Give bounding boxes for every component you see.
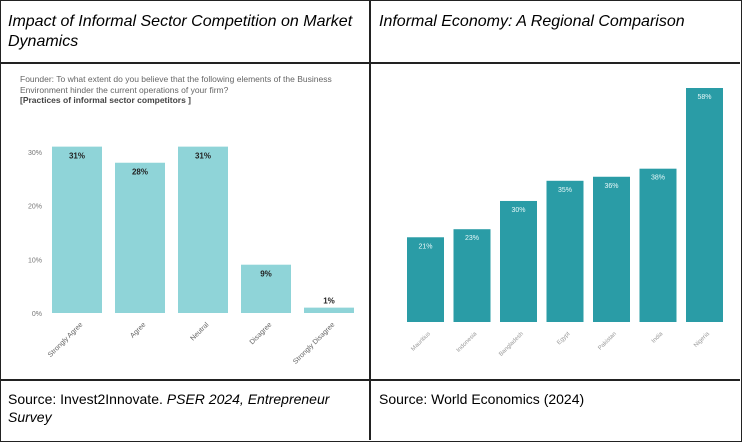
category-label: Bangladesh	[498, 331, 525, 358]
left-bar-chart: 0% 10% 20% 30% 31% Strongly Agree 28% Agree 31% N…	[28, 146, 354, 366]
bar	[407, 237, 444, 322]
y-tick-label: 20%	[28, 204, 42, 211]
category-label: Neutral	[189, 321, 210, 342]
data-label: 23%	[465, 235, 479, 242]
panel-divider	[369, 0, 371, 440]
bar	[546, 180, 584, 322]
survey-question: Founder: To what extent do you believe t…	[20, 74, 350, 106]
data-label: 38%	[651, 175, 665, 182]
data-label: 30%	[511, 207, 525, 214]
category-label: Egypt	[556, 331, 571, 346]
data-label: 58%	[697, 94, 711, 101]
data-label: 31%	[69, 152, 85, 161]
right-bar-chart: 21% Mauritius 23% Indonesia 30% Bangladesh 35%…	[407, 88, 723, 358]
category-label: Strongly Disagree	[292, 321, 336, 365]
survey-question-subject: [Practices of informal sector competitor…	[20, 95, 191, 105]
category-label: Disagree	[249, 321, 274, 346]
right-source: Source: World Economics (2024)	[379, 391, 585, 407]
category-label: Nigeria	[693, 331, 711, 349]
left-chart-title: Impact of Informal Sector Competition on…	[8, 13, 353, 50]
left-source-italic: PSER 2024, Entrepreneur Survey	[8, 391, 330, 425]
bar	[178, 146, 228, 313]
category-label: India	[651, 331, 665, 345]
bar	[52, 146, 102, 313]
data-label: 1%	[323, 297, 335, 306]
data-label: 21%	[418, 243, 432, 250]
data-label: 31%	[195, 152, 211, 161]
right-chart-title: Informal Economy: A Regional Comparison	[379, 13, 685, 30]
data-label: 9%	[260, 270, 272, 279]
header-divider	[0, 62, 740, 64]
y-tick-label: 0%	[32, 311, 42, 318]
bar	[304, 307, 354, 313]
bar	[453, 229, 491, 322]
category-label: Strongly Agree	[47, 321, 84, 358]
data-label: 28%	[132, 168, 148, 177]
bar	[115, 162, 165, 313]
bar	[500, 200, 537, 322]
category-label: Mauritius	[410, 331, 431, 352]
category-label: Agree	[129, 321, 147, 339]
bar	[593, 176, 630, 322]
footer-divider	[0, 379, 740, 381]
bar	[686, 88, 723, 322]
survey-question-text: Founder: To what extent do you believe t…	[20, 74, 332, 95]
data-label: 35%	[558, 187, 572, 194]
bar	[241, 264, 291, 313]
bar	[639, 168, 677, 322]
y-tick-label: 10%	[28, 257, 42, 264]
category-label: Indonesia	[456, 331, 479, 354]
left-source: Source: Invest2Innovate. PSER 2024, Entr…	[8, 390, 363, 426]
data-label: 36%	[604, 183, 618, 190]
category-label: Pakistan	[597, 331, 618, 352]
left-source-prefix: Source: Invest2Innovate.	[8, 391, 167, 407]
y-tick-label: 30%	[28, 150, 42, 157]
